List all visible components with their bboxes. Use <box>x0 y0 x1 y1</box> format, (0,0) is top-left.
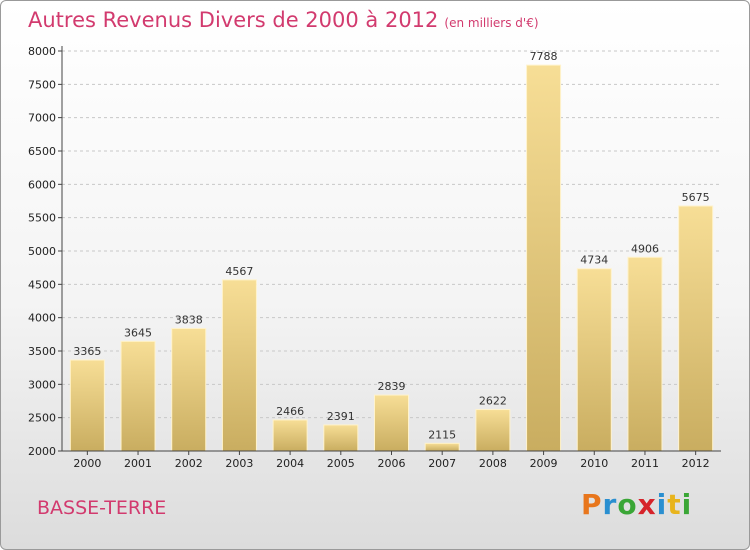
data-label-2009: 7788 <box>530 50 558 63</box>
x-tick-label-2000: 2000 <box>73 457 101 470</box>
bar-2005[interactable] <box>323 424 359 452</box>
data-label-2000: 3365 <box>73 345 101 358</box>
data-label-2008: 2622 <box>479 395 507 408</box>
y-tick-label: 6500 <box>28 145 56 158</box>
city-name: BASSE-TERRE <box>37 497 167 519</box>
x-tick-label-2003: 2003 <box>225 457 253 470</box>
data-label-2010: 4734 <box>580 254 608 267</box>
data-label-2007: 2115 <box>428 428 456 441</box>
x-tick-label-2006: 2006 <box>378 457 406 470</box>
bar-2006[interactable] <box>374 394 409 452</box>
y-tick-label: 2000 <box>28 445 56 458</box>
x-tick-label-2002: 2002 <box>175 457 203 470</box>
data-label-2004: 2466 <box>276 405 304 418</box>
x-tick-label-2011: 2011 <box>631 457 659 470</box>
logo-letter: i <box>656 488 668 521</box>
y-tick-label: 3500 <box>28 345 56 358</box>
data-label-2012: 5675 <box>682 191 710 204</box>
y-tick-label: 5500 <box>28 212 56 225</box>
logo-letter: P <box>581 488 603 521</box>
logo-letter: i <box>681 488 693 521</box>
bar-2001[interactable] <box>120 340 156 452</box>
y-tick-label: 2500 <box>28 412 56 425</box>
bar-2007[interactable] <box>424 442 460 452</box>
data-label-2003: 4567 <box>225 265 253 278</box>
data-label-2002: 3838 <box>175 313 203 326</box>
logo-letter: x <box>637 488 657 521</box>
data-label-2006: 2839 <box>378 380 406 393</box>
y-tick-label: 7500 <box>28 78 56 91</box>
x-tick-label-2007: 2007 <box>428 457 456 470</box>
x-tick-label-2004: 2004 <box>276 457 304 470</box>
bar-2008[interactable] <box>475 409 511 452</box>
data-label-2011: 4906 <box>631 242 659 255</box>
x-tick-label-2012: 2012 <box>682 457 710 470</box>
bar-2009[interactable] <box>526 64 562 452</box>
bar-2003[interactable] <box>221 279 257 452</box>
y-tick-label: 6000 <box>28 178 56 191</box>
chart-subtitle: (en milliers d'€) <box>444 16 539 30</box>
y-tick-label: 4000 <box>28 312 56 325</box>
logo-letter: t <box>667 488 682 521</box>
y-tick-label: 3000 <box>28 378 56 391</box>
bar-2002[interactable] <box>171 327 207 452</box>
data-label-2001: 3645 <box>124 326 152 339</box>
x-tick-label-2010: 2010 <box>580 457 608 470</box>
x-tick-label-2008: 2008 <box>479 457 507 470</box>
bar-2012[interactable] <box>678 205 714 452</box>
chart-title: Autres Revenus Divers de 2000 à 2012 (en … <box>28 8 539 32</box>
logo-letter: r <box>602 488 618 521</box>
x-tick-label-2005: 2005 <box>327 457 355 470</box>
proxiti-logo[interactable]: Proxiti <box>581 488 692 521</box>
bar-2011[interactable] <box>627 256 663 452</box>
y-tick-label: 4500 <box>28 278 56 291</box>
x-tick-label-2009: 2009 <box>530 457 558 470</box>
axes <box>58 46 721 455</box>
y-tick-label: 5000 <box>28 245 56 258</box>
data-label-2005: 2391 <box>327 410 355 423</box>
chart-title-text: Autres Revenus Divers de 2000 à 2012 <box>28 8 439 32</box>
bar-2010[interactable] <box>576 268 612 452</box>
y-tick-label: 7000 <box>28 112 56 125</box>
bar-2004[interactable] <box>272 419 308 452</box>
logo-letter: o <box>617 488 638 521</box>
bars <box>69 64 714 452</box>
x-tick-label-2001: 2001 <box>124 457 152 470</box>
bar-2000[interactable] <box>69 359 105 452</box>
labels: 2000 2500 3000 3500 4000 4500 5000 5500 6000 6500… <box>28 45 710 470</box>
y-tick-label: 8000 <box>28 45 56 58</box>
